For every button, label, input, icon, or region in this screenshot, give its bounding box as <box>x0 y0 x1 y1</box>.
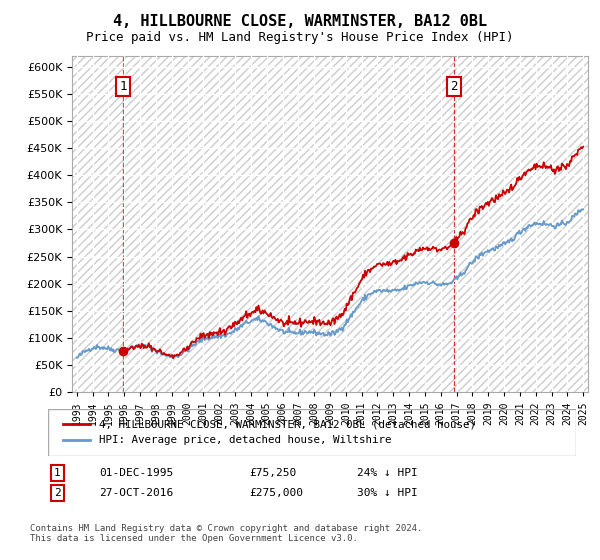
Text: £75,250: £75,250 <box>249 468 296 478</box>
Text: 2: 2 <box>54 488 61 498</box>
Text: Contains HM Land Registry data © Crown copyright and database right 2024.
This d: Contains HM Land Registry data © Crown c… <box>30 524 422 543</box>
Text: 01-DEC-1995: 01-DEC-1995 <box>99 468 173 478</box>
Text: 2: 2 <box>450 80 458 93</box>
Text: £275,000: £275,000 <box>249 488 303 498</box>
Text: 1: 1 <box>119 80 127 93</box>
Text: Price paid vs. HM Land Registry's House Price Index (HPI): Price paid vs. HM Land Registry's House … <box>86 31 514 44</box>
Text: 30% ↓ HPI: 30% ↓ HPI <box>357 488 418 498</box>
Text: 4, HILLBOURNE CLOSE, WARMINSTER, BA12 0BL: 4, HILLBOURNE CLOSE, WARMINSTER, BA12 0B… <box>113 14 487 29</box>
Text: 1: 1 <box>54 468 61 478</box>
Text: 27-OCT-2016: 27-OCT-2016 <box>99 488 173 498</box>
Legend: 4, HILLBOURNE CLOSE, WARMINSTER, BA12 0BL (detached house), HPI: Average price, : 4, HILLBOURNE CLOSE, WARMINSTER, BA12 0B… <box>59 416 480 450</box>
Text: 24% ↓ HPI: 24% ↓ HPI <box>357 468 418 478</box>
